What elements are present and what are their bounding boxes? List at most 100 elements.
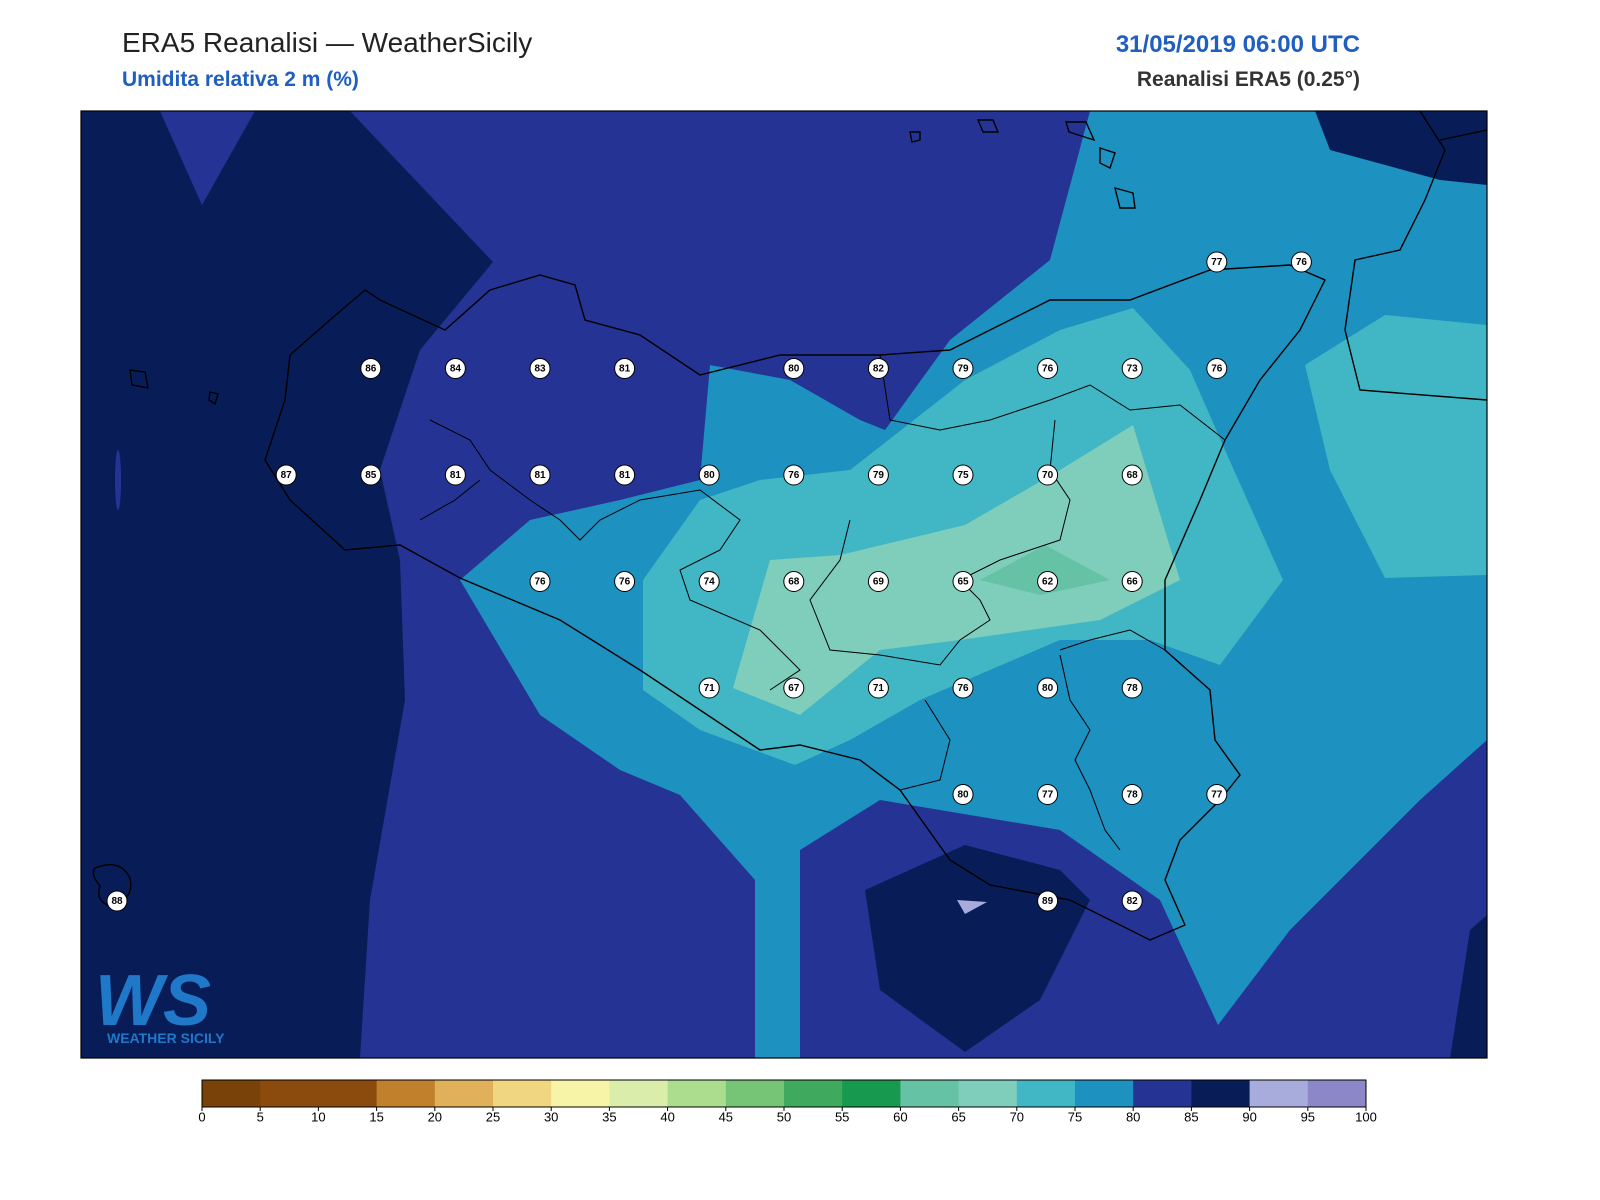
station-value: 67 — [788, 683, 800, 694]
station-marker — [1121, 677, 1143, 699]
station: 69 — [867, 571, 889, 592]
station-marker — [1121, 784, 1143, 805]
station: 87 — [275, 464, 297, 486]
station: 76 — [1037, 358, 1059, 379]
station-marker — [444, 464, 466, 486]
station: 80 — [1037, 677, 1059, 699]
field-60-65 — [980, 545, 1110, 595]
station-marker — [952, 784, 974, 805]
datetime: 31/05/2019 06:00 UTC — [1116, 31, 1360, 58]
coastline — [92, 111, 1487, 941]
station-marker — [783, 571, 805, 592]
station-marker — [952, 358, 974, 379]
station: 80 — [952, 784, 974, 805]
calabria-coast — [1439, 129, 1487, 141]
province-borders — [419, 354, 1226, 851]
station-value: 78 — [1127, 683, 1139, 694]
station-marker — [1206, 784, 1228, 805]
station-value: 80 — [788, 364, 800, 375]
station-marker — [614, 464, 636, 486]
colorbar-tick-label: 5 — [257, 1110, 264, 1125]
station-marker — [529, 358, 551, 379]
colorbar-tick-label: 40 — [660, 1110, 674, 1125]
station-value: 82 — [1127, 896, 1139, 907]
station-value: 81 — [450, 470, 462, 481]
sicily-coast — [264, 264, 1326, 941]
station: 77 — [1206, 784, 1228, 805]
station: 80 — [783, 358, 805, 379]
station-marker — [1037, 784, 1059, 805]
station-value: 79 — [957, 364, 969, 375]
colorbar-tick-label: 75 — [1068, 1110, 1082, 1125]
station-value: 68 — [788, 577, 800, 588]
station-value: 77 — [1042, 790, 1054, 801]
station-marker — [783, 358, 805, 379]
station: 88 — [106, 890, 128, 912]
logo: WS WEATHER SICILY — [95, 961, 225, 1046]
station: 78 — [1121, 677, 1143, 699]
station-marker — [867, 571, 889, 592]
station-marker — [275, 464, 297, 486]
station: 76 — [1206, 358, 1228, 379]
station: 84 — [444, 358, 466, 379]
station: 81 — [614, 464, 636, 486]
station-value: 77 — [1211, 257, 1223, 268]
station-marker — [529, 464, 551, 486]
field-80-85 — [115, 450, 121, 510]
station: 85 — [360, 464, 382, 486]
colorbar-segment — [725, 1080, 785, 1107]
station-value: 76 — [957, 683, 969, 694]
field-85-90 — [865, 845, 1090, 1052]
station-marker — [1121, 890, 1143, 912]
colorbar-segment — [1075, 1080, 1134, 1107]
colorbar-segment — [493, 1080, 552, 1107]
station: 75 — [952, 464, 974, 486]
colorbar-tick-label: 55 — [835, 1110, 849, 1125]
station-value: 79 — [873, 470, 885, 481]
colorbar-tick-label: 20 — [428, 1110, 442, 1125]
station-value: 80 — [1042, 683, 1054, 694]
station-marker — [360, 464, 382, 486]
stations: 77 76 86 84 83 81 80 82 79 76 73 76 87 85 81 81 81 80 76 79… — [106, 251, 1312, 912]
station-value: 81 — [534, 470, 546, 481]
station-value: 65 — [957, 577, 969, 588]
station-marker — [867, 358, 889, 379]
source: Reanalisi ERA5 (0.25°) — [1137, 68, 1360, 91]
station: 89 — [1037, 890, 1059, 912]
colorbar-segment — [958, 1080, 1018, 1107]
station: 76 — [529, 571, 551, 592]
station: 68 — [783, 571, 805, 592]
station: 79 — [867, 464, 889, 486]
station: 76 — [1290, 251, 1312, 273]
station-marker — [783, 677, 805, 699]
colorbar-tick-label: 50 — [777, 1110, 791, 1125]
station-value: 71 — [873, 683, 885, 694]
colorbar-tick-label: 45 — [719, 1110, 733, 1125]
station: 81 — [529, 464, 551, 486]
station-value: 89 — [1042, 896, 1054, 907]
station: 86 — [360, 358, 382, 379]
station-value: 78 — [1127, 790, 1139, 801]
field-70-75 — [1305, 315, 1487, 578]
colorbar-segment — [1191, 1080, 1251, 1107]
station-value: 74 — [704, 577, 716, 588]
station-marker — [1037, 571, 1059, 592]
colorbar-segment — [1133, 1080, 1192, 1107]
station: 83 — [529, 358, 551, 379]
station-value: 81 — [619, 470, 631, 481]
colorbar-segment — [551, 1080, 610, 1107]
calabria-coast — [1344, 111, 1487, 401]
station-marker — [614, 358, 636, 379]
map: 77 76 86 84 83 81 80 82 79 76 73 76 87 85 81 81 81 80 76 79… — [81, 111, 1487, 1058]
colorbar-tick-label: 85 — [1184, 1110, 1198, 1125]
station: 82 — [867, 358, 889, 379]
colorbar-segment — [434, 1080, 494, 1107]
logo-text: WEATHER SICILY — [107, 1030, 225, 1046]
station: 77 — [1206, 251, 1228, 273]
colorbar-tick-label: 0 — [198, 1110, 205, 1125]
station-value: 83 — [534, 364, 546, 375]
colorbar-segment — [1249, 1080, 1309, 1107]
station-marker — [360, 358, 382, 379]
colorbar-segment — [376, 1080, 436, 1107]
